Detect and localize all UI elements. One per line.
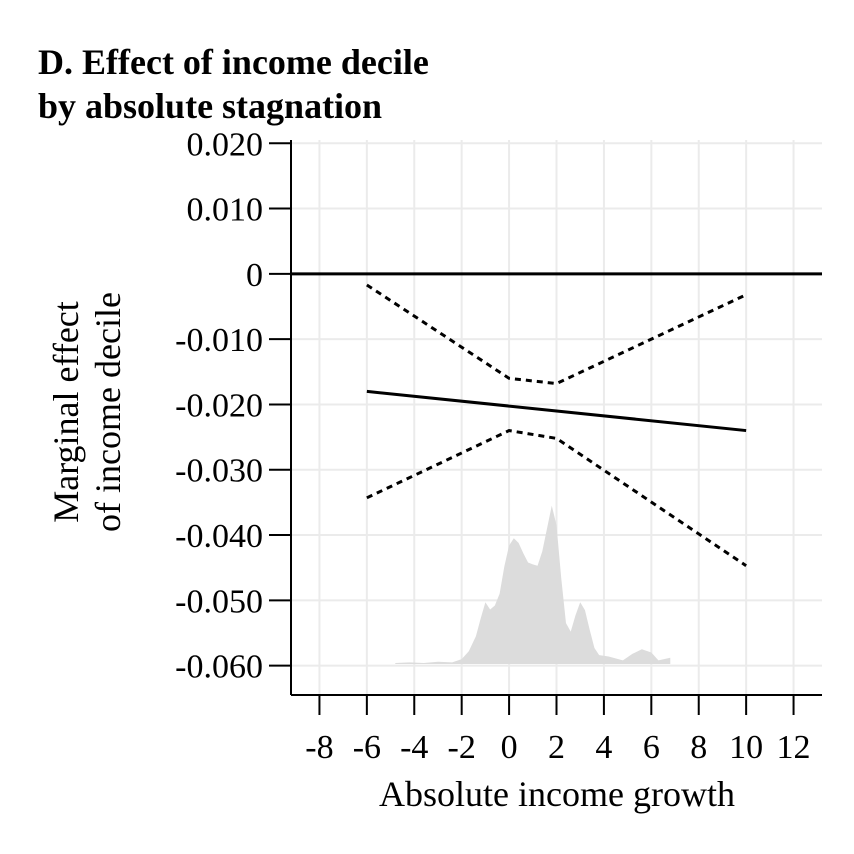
y-axis-title: Marginal effect of income decile (46, 292, 128, 532)
y-tick-label: -0.020 (175, 387, 263, 424)
series-layer (291, 272, 822, 567)
x-tick-label: -2 (448, 729, 476, 766)
y-axis-title-line-2: of income decile (88, 292, 128, 532)
density-area (395, 505, 671, 665)
y-tick-label: 0 (246, 257, 263, 294)
upper-ci-line (366, 283, 747, 386)
x-tick-label: -4 (400, 729, 428, 766)
y-axis-title-line-1: Marginal effect (46, 301, 86, 523)
x-tick-label: 10 (729, 729, 763, 766)
estimate-line (366, 389, 747, 433)
y-tick-label: -0.010 (175, 322, 263, 359)
x-tick-label: 4 (595, 729, 612, 766)
y-tick-label: 0.010 (187, 192, 264, 229)
x-tick-label: 12 (777, 729, 811, 766)
x-tick-label: 0 (501, 729, 518, 766)
x-tick-label: 6 (643, 729, 660, 766)
y-tick-label: 0.020 (187, 126, 264, 163)
axes-layer (269, 140, 822, 715)
y-tick-label: -0.040 (175, 518, 263, 555)
tick-labels-layer: 0.020 0.010 0 -0.010 -0.020 -0.030 -0.040 -0.05… (175, 126, 810, 766)
x-tick-label: -8 (305, 729, 333, 766)
x-axis-title: Absolute income growth (379, 774, 735, 814)
chart-title-line-1: D. Effect of income decile (38, 42, 429, 82)
chart-title: D. Effect of income decile by absolute s… (38, 40, 429, 128)
y-tick-label: -0.030 (175, 453, 263, 490)
x-tick-label: 8 (690, 729, 707, 766)
y-tick-label: -0.050 (175, 583, 263, 620)
x-tick-label: -6 (353, 729, 381, 766)
y-tick-label: -0.060 (175, 649, 263, 686)
lower-ci-line (366, 429, 747, 567)
x-tick-label: 2 (548, 729, 565, 766)
chart-title-line-2: by absolute stagnation (38, 86, 383, 126)
density-layer (395, 505, 671, 665)
